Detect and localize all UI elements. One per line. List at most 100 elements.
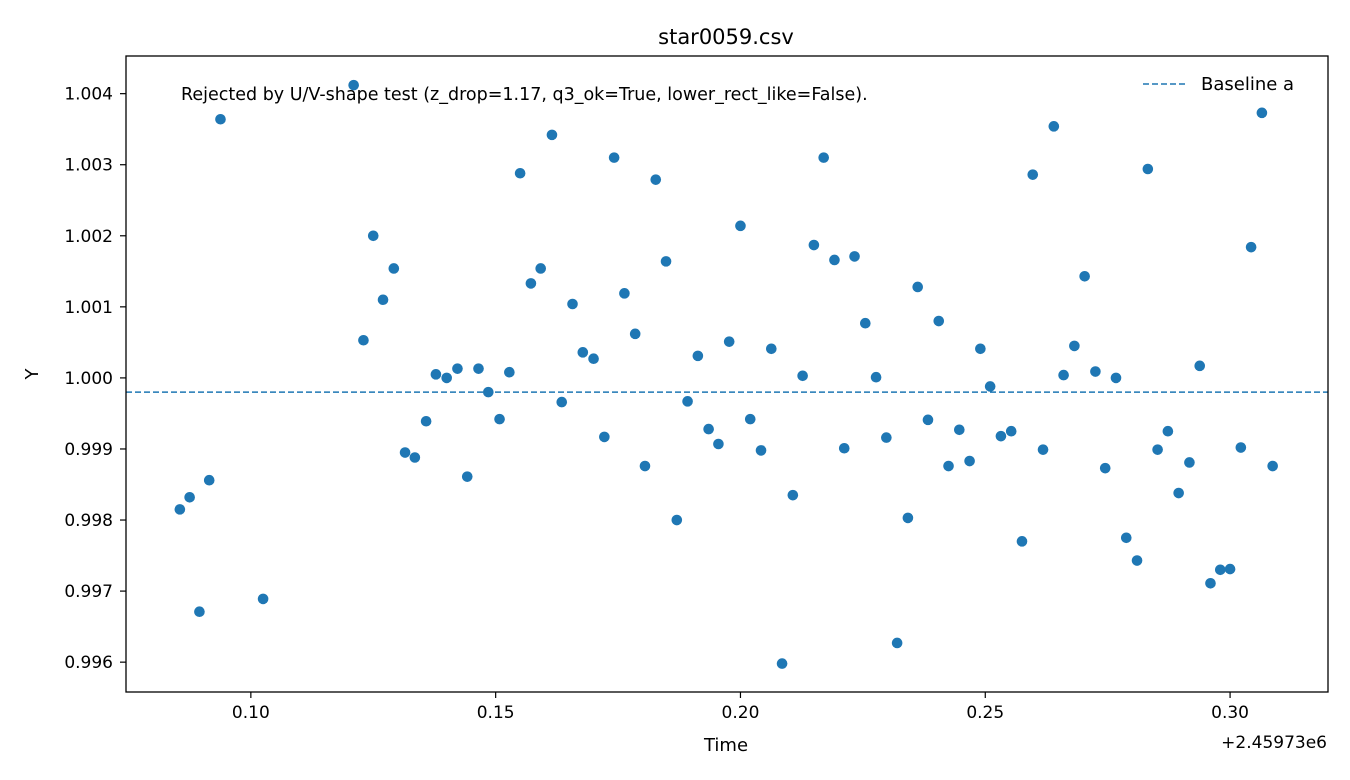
- data-point: [619, 288, 630, 299]
- data-point: [975, 343, 986, 355]
- data-point: [650, 174, 662, 185]
- data-point: [995, 430, 1007, 442]
- data-point: [922, 414, 934, 426]
- data-point: [473, 363, 484, 374]
- y-tick-label: 0.999: [64, 440, 113, 460]
- data-point: [755, 445, 767, 456]
- data-point: [818, 152, 829, 163]
- data-point: [1048, 121, 1060, 132]
- data-point: [441, 372, 452, 384]
- chart-annotation: Rejected by U/V-shape test (z_drop=1.17,…: [181, 85, 868, 105]
- data-point: [766, 343, 777, 355]
- chart-title: star0059.csv: [658, 25, 794, 49]
- data-point: [1152, 444, 1163, 455]
- data-point: [546, 129, 558, 141]
- data-point: [1267, 460, 1278, 472]
- data-point: [514, 167, 526, 179]
- data-point: [1173, 487, 1184, 499]
- data-point: [608, 152, 620, 163]
- y-axis: 0.996 0.997 0.998 0.999 1.000 1.001 1.002 1.003…: [64, 85, 126, 673]
- data-point: [808, 239, 820, 251]
- x-axis-title: Time: [703, 735, 748, 756]
- data-point: [1120, 532, 1132, 544]
- y-tick-label: 1.000: [64, 369, 113, 389]
- data-point: [377, 294, 389, 306]
- x-axis: 0.10 0.15 0.20 0.25 0.30: [232, 692, 1249, 723]
- y-tick-label: 0.996: [64, 653, 113, 673]
- data-point: [461, 471, 473, 482]
- data-point: [409, 452, 421, 463]
- data-point: [399, 447, 411, 458]
- data-point: [577, 347, 589, 358]
- data-point: [713, 438, 724, 450]
- data-point: [1058, 369, 1069, 381]
- data-point: [849, 251, 860, 262]
- data-point: [829, 254, 840, 266]
- data-point: [1027, 169, 1039, 180]
- x-tick-label: 0.15: [477, 703, 515, 723]
- data-point: [494, 413, 505, 425]
- data-point: [257, 593, 269, 605]
- data-point: [1016, 536, 1028, 547]
- data-point: [367, 230, 379, 242]
- y-tick-label: 1.001: [64, 298, 113, 318]
- y-tick-label: 0.997: [64, 582, 113, 602]
- data-point: [629, 328, 641, 340]
- data-point: [203, 474, 215, 486]
- data-point: [483, 386, 494, 398]
- data-point: [174, 504, 186, 515]
- y-tick-label: 1.002: [64, 227, 113, 247]
- data-point: [1037, 444, 1049, 455]
- data-point: [1214, 564, 1226, 576]
- data-point: [660, 256, 672, 267]
- data-point: [744, 413, 756, 425]
- data-point: [1131, 555, 1143, 566]
- data-point: [1205, 577, 1216, 589]
- data-point: [1090, 366, 1101, 377]
- legend: Baseline a: [1143, 74, 1294, 95]
- data-point: [358, 334, 369, 346]
- data-point: [599, 431, 610, 443]
- data-point: [184, 491, 195, 503]
- x-tick-label: 0.25: [966, 703, 1004, 723]
- data-point: [723, 336, 735, 347]
- x-tick-label: 0.20: [722, 703, 760, 723]
- data-point: [933, 315, 945, 327]
- data-point: [567, 298, 578, 310]
- data-point: [194, 606, 205, 618]
- data-point: [860, 317, 871, 329]
- data-point: [1079, 270, 1090, 282]
- data-point: [682, 396, 693, 407]
- data-point: [215, 113, 226, 125]
- plot-area: [126, 79, 1328, 669]
- data-point: [912, 281, 924, 293]
- data-point: [1142, 163, 1154, 175]
- data-point: [525, 278, 537, 289]
- x-tick-label: 0.30: [1211, 703, 1249, 723]
- y-axis-title: Y: [22, 368, 43, 381]
- data-point: [943, 460, 954, 472]
- x-offset-label: +2.45973e6: [1221, 733, 1327, 753]
- data-point: [671, 514, 683, 526]
- data-point: [1184, 457, 1195, 468]
- data-point: [797, 370, 808, 382]
- legend-baseline-label: Baseline a: [1201, 74, 1294, 95]
- data-point: [556, 396, 568, 408]
- data-point: [692, 350, 704, 362]
- data-point: [703, 423, 714, 435]
- data-point: [388, 263, 400, 274]
- data-point: [420, 415, 432, 427]
- data-point: [639, 460, 651, 472]
- y-tick-label: 1.004: [64, 85, 113, 105]
- data-point: [452, 363, 463, 374]
- data-point: [891, 637, 903, 649]
- plot-frame: [125, 55, 1329, 693]
- data-point: [1194, 360, 1206, 372]
- data-point: [504, 366, 515, 378]
- data-point: [535, 263, 547, 274]
- data-point: [348, 79, 359, 91]
- data-point: [1162, 425, 1174, 437]
- data-point: [1099, 462, 1111, 474]
